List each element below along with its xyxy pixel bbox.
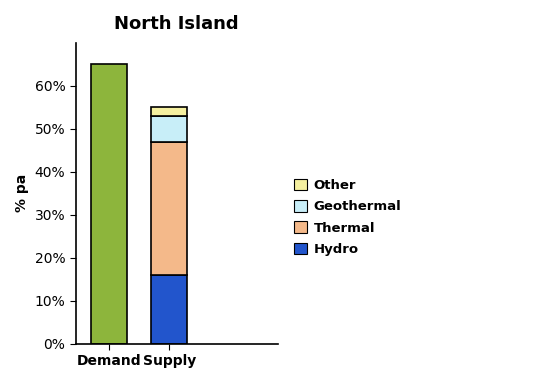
Bar	[91, 64, 127, 344]
Y-axis label: % pa: % pa	[15, 174, 29, 212]
Legend: Other, Geothermal, Thermal, Hydro: Other, Geothermal, Thermal, Hydro	[288, 173, 406, 261]
Bar	[151, 116, 187, 142]
Title: North Island: North Island	[115, 15, 239, 33]
Bar	[151, 275, 187, 344]
Bar	[151, 142, 187, 275]
Bar	[151, 107, 187, 116]
